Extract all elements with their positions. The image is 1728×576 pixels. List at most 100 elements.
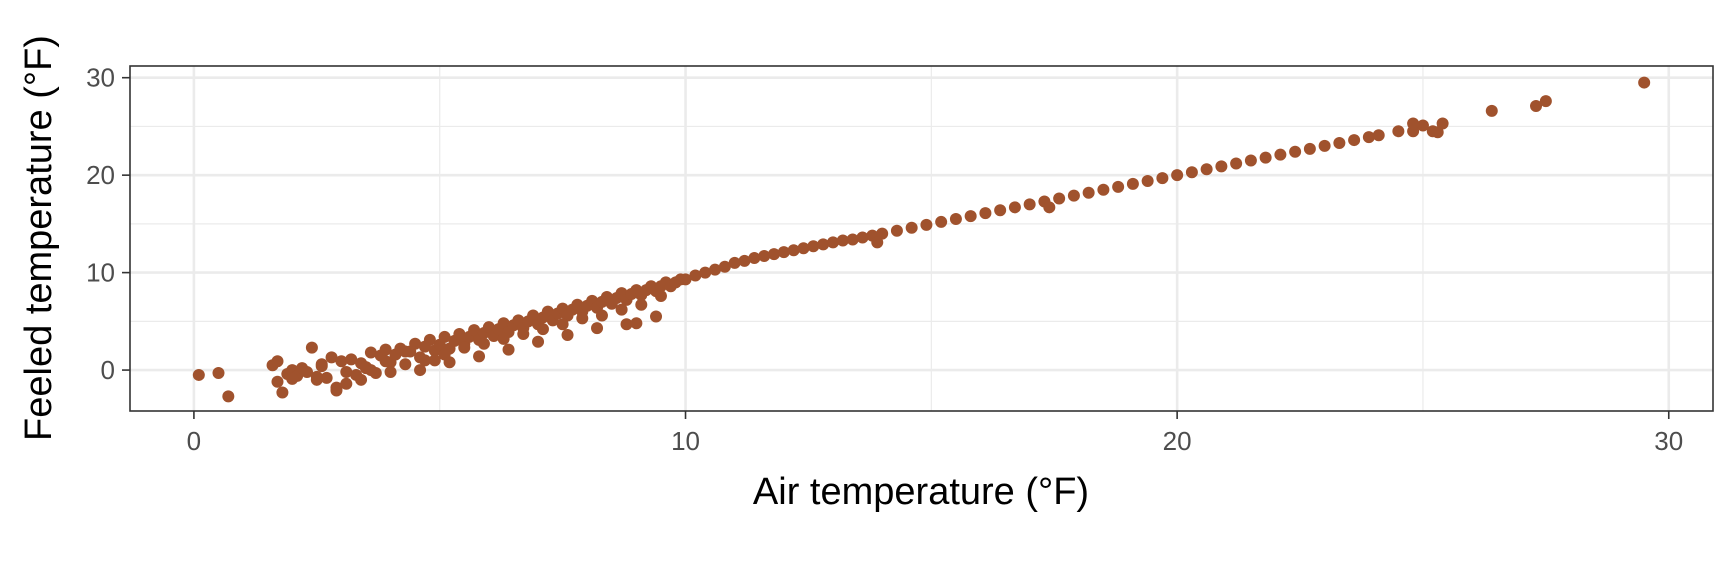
data-point	[949, 213, 962, 226]
data-point	[1171, 169, 1184, 182]
data-point	[527, 309, 540, 322]
x-tick-label: 10	[671, 426, 700, 456]
data-point	[502, 343, 515, 356]
data-point	[310, 370, 323, 383]
data-point	[384, 366, 397, 379]
data-point	[1638, 76, 1651, 89]
data-point	[1539, 95, 1552, 108]
data-point	[994, 204, 1007, 217]
data-point	[536, 323, 549, 336]
data-point	[905, 221, 918, 234]
data-point	[517, 328, 530, 341]
data-point	[1043, 201, 1056, 214]
y-tick-label: 0	[101, 355, 115, 385]
data-point	[654, 290, 667, 302]
data-point	[856, 231, 869, 244]
data-point	[876, 227, 889, 240]
data-point	[418, 354, 431, 367]
data-point	[561, 328, 574, 341]
data-point	[787, 244, 800, 257]
data-point	[817, 238, 830, 251]
data-point	[443, 356, 456, 369]
y-axis-tick-labels: 0 10 20 30	[86, 63, 115, 385]
y-tick-label: 30	[86, 63, 115, 93]
data-points	[192, 76, 1651, 403]
data-point	[340, 377, 353, 390]
data-point	[979, 207, 992, 220]
data-point	[438, 330, 451, 343]
data-point	[532, 335, 545, 348]
data-point	[1023, 198, 1036, 211]
data-point	[1141, 175, 1154, 187]
plot-border	[129, 65, 1714, 412]
data-point	[768, 248, 781, 261]
data-point	[300, 366, 313, 379]
data-point	[679, 273, 692, 286]
data-point	[1259, 151, 1272, 164]
data-point	[423, 333, 436, 346]
data-point	[689, 269, 702, 282]
data-point	[428, 354, 441, 367]
data-point	[473, 350, 486, 363]
data-point	[1318, 139, 1331, 152]
data-point	[615, 303, 628, 316]
data-point	[1485, 104, 1498, 117]
x-axis-title: Air temperature (°F)	[753, 471, 1089, 513]
data-point	[576, 312, 589, 325]
data-point	[330, 384, 343, 397]
data-point	[497, 317, 510, 330]
data-point	[305, 341, 318, 354]
x-axis-tick-labels: 0 10 20 30	[187, 426, 1684, 456]
data-point	[777, 246, 790, 259]
y-axis-ticks	[122, 76, 130, 371]
y-tick-label: 20	[86, 160, 115, 190]
data-point	[1082, 186, 1095, 199]
data-point	[1126, 177, 1139, 190]
data-point	[1008, 201, 1021, 214]
data-point	[541, 305, 554, 318]
data-point	[409, 337, 422, 350]
data-point	[1416, 119, 1429, 132]
data-point	[1215, 160, 1228, 173]
data-point	[276, 386, 289, 399]
data-point	[1303, 142, 1316, 155]
data-point	[797, 242, 810, 255]
data-point	[758, 250, 771, 263]
data-point	[920, 218, 933, 231]
y-axis-title: Feeled temperature (°F)	[18, 35, 60, 441]
x-tick-label: 0	[187, 426, 201, 456]
data-point	[871, 236, 884, 249]
data-point	[325, 351, 338, 364]
data-point	[620, 318, 633, 331]
data-point	[212, 366, 225, 379]
data-point	[846, 233, 859, 246]
data-point	[718, 260, 731, 273]
data-point	[1156, 172, 1169, 185]
data-point	[728, 256, 741, 269]
data-point	[320, 371, 333, 384]
data-point	[1200, 163, 1213, 176]
data-point	[364, 364, 377, 377]
data-point	[709, 263, 722, 276]
data-point	[1431, 126, 1444, 139]
data-point	[1112, 180, 1125, 193]
data-point	[1244, 154, 1257, 167]
data-point	[556, 318, 569, 331]
x-tick-label: 20	[1163, 426, 1192, 456]
data-point	[468, 324, 481, 337]
data-point	[595, 309, 608, 322]
data-point	[340, 366, 353, 379]
data-point	[699, 266, 712, 279]
data-point	[1053, 192, 1066, 205]
data-point	[477, 337, 490, 350]
data-point	[1097, 183, 1110, 196]
data-point	[827, 236, 840, 249]
data-point	[345, 353, 358, 366]
data-point	[497, 332, 510, 345]
data-point	[286, 372, 299, 385]
data-point	[836, 234, 849, 247]
data-point	[458, 341, 471, 354]
data-point	[1333, 136, 1346, 149]
data-point	[1289, 145, 1302, 158]
